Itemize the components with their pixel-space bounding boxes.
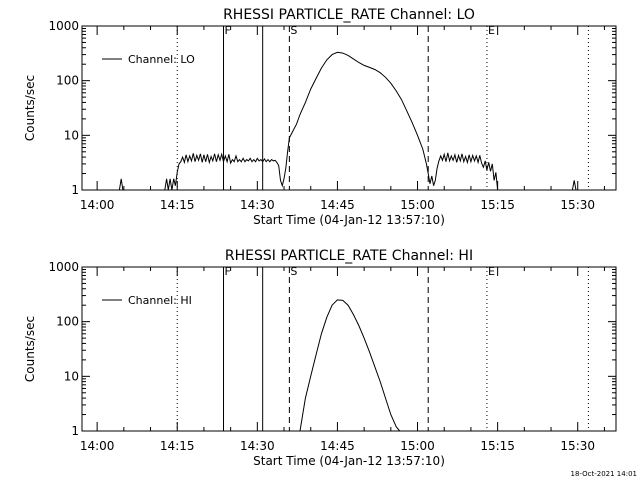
x-tick-label: 14:15 [160,198,195,212]
y-tick-label: 1 [71,424,79,438]
series-line [118,51,577,191]
x-tick-label: 14:45 [320,198,355,212]
event-marker-label: F [225,265,231,278]
y-tick-label: 1000 [48,19,79,33]
x-tick-label: 14:45 [320,439,355,453]
x-tick-label: 15:30 [560,198,595,212]
event-marker-label: S [290,24,297,37]
x-tick-label: 14:30 [240,198,275,212]
series-line [299,299,401,432]
x-tick-label: 15:00 [400,198,435,212]
y-tick-label: 10 [64,369,79,383]
y-tick-label: 1 [71,183,79,197]
y-tick-label: 100 [56,315,79,329]
x-axis-label: Start Time (04-Jan-12 13:57:10) [253,454,445,468]
legend-label: Channel: LO [128,53,195,66]
x-tick-label: 14:00 [80,439,115,453]
footer-date: 18-Oct-2021 14:01 [571,470,637,478]
x-tick-label: 15:15 [480,198,515,212]
event-marker-label: F [225,24,231,37]
legend-label: Channel: HI [128,294,192,307]
plot-frame [81,266,617,432]
x-tick-label: 14:30 [240,439,275,453]
x-axis-label: Start Time (04-Jan-12 13:57:10) [253,213,445,227]
x-tick-label: 14:15 [160,439,195,453]
event-marker-label: E [488,24,495,37]
x-tick-label: 14:00 [80,198,115,212]
y-axis-label: Counts/sec [23,316,37,382]
y-tick-label: 1000 [48,260,79,274]
chart-title: RHESSI PARTICLE_RATE Channel: HI [225,248,473,264]
y-tick-label: 100 [56,74,79,88]
chart-title: RHESSI PARTICLE_RATE Channel: LO [223,7,475,23]
y-tick-label: 10 [64,128,79,142]
x-tick-label: 15:30 [560,439,595,453]
event-marker-label: S [290,265,297,278]
x-tick-label: 15:00 [400,439,435,453]
y-axis-label: Counts/sec [23,75,37,141]
plot-frame [81,25,617,191]
event-marker-label: E [488,265,495,278]
x-tick-label: 15:15 [480,439,515,453]
